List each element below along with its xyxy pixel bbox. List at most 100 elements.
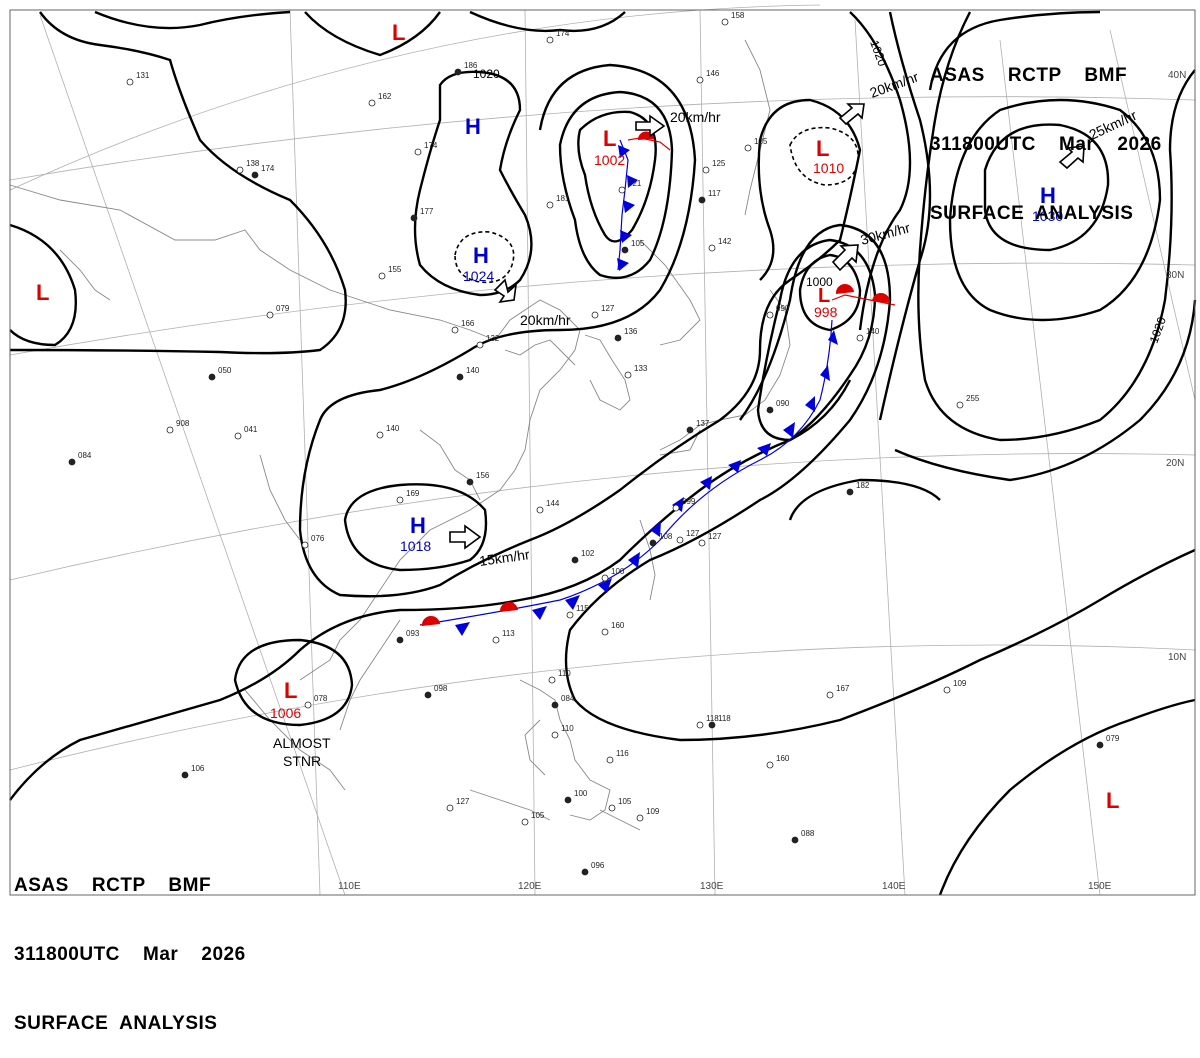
station-pressure: 158 [731,11,745,20]
lat-label: 40N [1168,70,1186,81]
high-center: H [465,114,481,139]
station-marker-icon [251,171,259,179]
motion-arrow-icon [449,524,482,550]
low-center: L [816,136,829,161]
station-marker-icon [581,868,589,876]
station-pressure: 156 [476,471,490,480]
station-pressure: 182 [856,481,870,490]
isobars [9,10,1197,896]
station-marker-icon [608,804,616,812]
isobar [789,126,859,186]
station-marker-icon [566,611,574,619]
station-pressure: 105 [531,811,545,820]
station-pressure: 108 [659,532,673,541]
station-marker-icon [181,771,189,779]
station-pressure: 096 [591,861,605,870]
station-marker-icon [492,636,500,644]
station-marker-icon [304,701,312,709]
isobar [298,63,862,598]
station-pressure: 106 [191,764,205,773]
station-pressure: 177 [420,207,434,216]
station-marker-icon [546,36,554,44]
header-line-3: SURFACE ANALYSIS [14,1013,218,1034]
lon-label: 130E [700,881,724,892]
station-marker-icon [698,539,706,547]
station-pressure: 100 [574,789,588,798]
header-line-2: 311800UTC Mar 2026 [14,944,246,965]
station-marker-icon [521,818,529,826]
lat-label: 20N [1166,458,1184,469]
station-marker-icon [766,311,774,319]
station-marker-icon [721,18,729,26]
station-pressure: 181 [556,194,570,203]
station-pressure: 255 [966,394,980,403]
station-marker-icon [702,166,710,174]
motion-arrow-icon [1058,145,1085,170]
station-pressure: 090 [776,304,790,313]
station-pressure: 041 [244,425,258,434]
motion-label: 20km/hr [520,312,571,328]
station-marker-icon [546,201,554,209]
station-marker-icon [956,401,964,409]
isobar [878,11,932,421]
isobar [894,299,1197,482]
isobar-label: 1020 [1147,315,1169,345]
station-marker-icon [476,341,484,349]
low-center: L [36,280,49,305]
station-pressure: 174 [556,29,570,38]
station-pressure: 076 [311,534,325,543]
station-marker-icon [708,721,716,729]
isobar-label: 1020 [473,67,500,81]
station-marker-icon [396,496,404,504]
station-marker-icon [744,144,752,152]
station-pressure: 100 [611,567,625,576]
station-pressure: 136 [624,327,638,336]
lon-label: 150E [1088,881,1112,892]
motion-arrow-icon [831,244,859,272]
almost-stationary-label: STNR [283,753,321,769]
header-line-1: ASAS RCTP BMF [930,65,1128,86]
station-pressure: 088 [801,829,815,838]
station-pressure: 137 [696,419,710,428]
station-pressure: 125 [712,159,726,168]
station-marker-icon [826,691,834,699]
isobar [9,223,77,347]
station-marker-icon [166,426,174,434]
station-marker-icon [424,691,432,699]
header-bottom: ASAS RCTP BMF 311800UTC Mar 2026 SURFACE… [14,828,246,1058]
station-pressure: 116 [616,749,629,758]
motion-label: 20km/hr [670,109,721,125]
almost-stationary-label: ALMOST [273,735,331,751]
station-marker-icon [614,334,622,342]
station-marker-icon [698,196,706,204]
low-center: L [284,678,297,703]
lat-label: 10N [1168,652,1186,663]
isobar [577,110,657,243]
pressure-value: 1010 [813,160,844,176]
station-pressure: 110 [561,724,574,733]
isobar [343,483,488,572]
pressure-value: 1024 [463,268,494,284]
station-pressure: 131 [136,71,150,80]
isobar [788,478,941,521]
station-pressure: 146 [706,69,720,78]
station-pressure: 109 [646,807,660,816]
isobar [798,253,862,332]
low-center: L [1106,788,1119,813]
motion-arrows [449,103,1085,550]
station-marker-icon [708,244,716,252]
low-center: L [818,285,830,307]
station-pressure: 127 [456,797,470,806]
station-pressure: 115 [576,604,589,613]
station-pressure: 102 [581,549,595,558]
station-pressure: 021 [628,179,642,188]
station-marker-icon [696,76,704,84]
station-marker-icon [456,373,464,381]
cold-front [419,139,838,636]
isobar [469,10,626,33]
isobar [928,10,1101,91]
isobar [233,638,354,727]
station-pressure: 166 [461,319,475,328]
station-marker-icon [686,426,694,434]
station-pressure: 099 [682,497,696,506]
